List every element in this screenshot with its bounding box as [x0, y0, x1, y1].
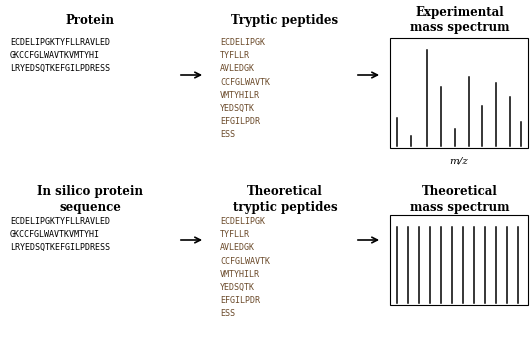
Text: Theoretical
mass spectrum: Theoretical mass spectrum [410, 185, 510, 214]
Text: ECDELIPGKTYFLLRAVLED
GKCCFGLWAVTKVMTYHI
LRYEDSQTKEFGILPDRESS: ECDELIPGKTYFLLRAVLED GKCCFGLWAVTKVMTYHI … [10, 38, 110, 73]
Text: Protein: Protein [65, 14, 115, 27]
Text: Tryptic peptides: Tryptic peptides [232, 14, 339, 27]
Text: m/z: m/z [450, 156, 468, 165]
Text: ECDELIPGKTYFLLRAVLED
GKCCFGLWAVTKVMTYHI
LRYEDSQTKEFGILPDRESS: ECDELIPGKTYFLLRAVLED GKCCFGLWAVTKVMTYHI … [10, 217, 110, 252]
Bar [390, 38, 528, 148]
Text: In silico protein
sequence: In silico protein sequence [37, 185, 143, 214]
Bar [390, 215, 528, 305]
Text: Theoretical
tryptic peptides: Theoretical tryptic peptides [233, 185, 337, 214]
Text: Experimental
mass spectrum: Experimental mass spectrum [410, 6, 510, 34]
Text: ECDELIPGK
TYFLLR
AVLEDGK
CCFGLWAVTK
VMTYHILR
YEDSQTK
EFGILPDR
ESS: ECDELIPGK TYFLLR AVLEDGK CCFGLWAVTK VMTY… [220, 217, 270, 318]
Text: ECDELIPGK
TYFLLR
AVLEDGK
CCFGLWAVTK
VMTYHILR
YEDSQTK
EFGILPDR
ESS: ECDELIPGK TYFLLR AVLEDGK CCFGLWAVTK VMTY… [220, 38, 270, 139]
